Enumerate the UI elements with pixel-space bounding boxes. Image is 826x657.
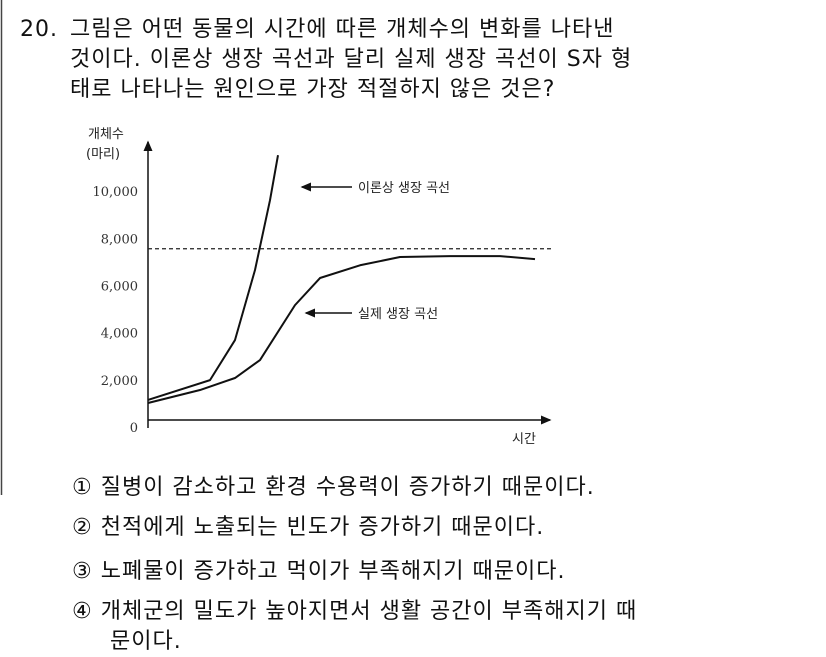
choice-text: ③ 노폐물이 증가하고 먹이가 부족해지기 때문이다. [72,559,565,584]
question-line: 그림은 어떤 동물의 시간에 따른 개체수의 변화를 나타낸 [70,17,614,42]
y-tick-label: 0 [130,421,138,436]
chart: 개체수 (마리) 시간 이론상 생장 곡선 실제 생장 곡선 0 2,000 4,0… [86,127,552,447]
annotation: 이론상 생장 곡선 [358,181,450,196]
choice-text: ① 질병이 감소하고 환경 수용력이 증가하기 때문이다. [72,475,595,500]
series-line [147,154,279,401]
choice-text: 문이다. [110,629,182,654]
question-line: 것이다. 이론상 생장 곡선과 달리 실제 생장 곡선이 S자 형 [70,47,632,72]
y-axis-label: (마리) [86,147,120,162]
y-tick-label: 6,000 [101,280,138,295]
choice-text: ② 천적에게 노출되는 빈도가 증가하기 때문이다. [72,515,544,540]
annotation: 실제 생장 곡선 [358,307,438,322]
y-tick-label: 2,000 [101,374,138,389]
y-tick-label: 4,000 [101,327,138,342]
choices: ① 질병이 감소하고 환경 수용력이 증가하기 때문이다. ② 천적에게 노출되는… [72,475,637,654]
question-line: 태로 나타나는 원인으로 가장 적절하지 않은 것은? [70,77,555,102]
series-line [147,255,536,404]
x-axis-label: 시간 [512,432,536,447]
question-number: 20. [20,17,58,42]
y-tick-label: 10,000 [93,185,139,200]
choice-text: ④ 개체군의 밀도가 높아지면서 생활 공간이 부족해지기 때 [72,599,637,624]
y-axis-label: 개체수 [88,127,124,142]
y-tick-label: 8,000 [101,232,138,247]
